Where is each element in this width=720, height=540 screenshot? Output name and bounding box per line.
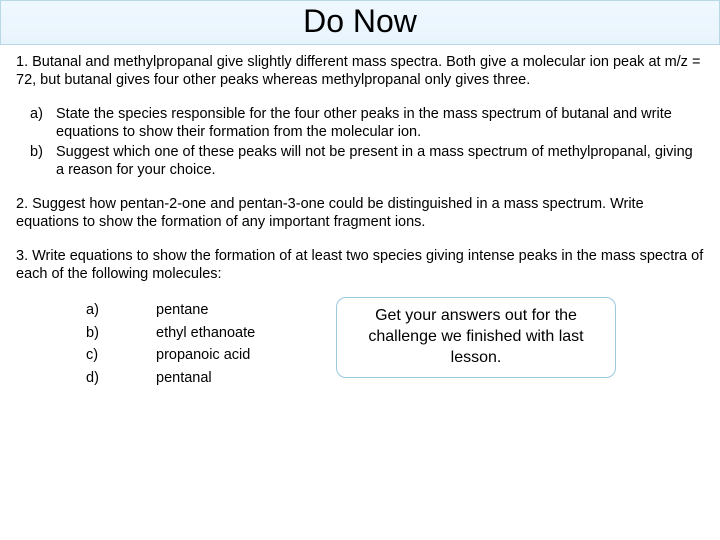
question-2: 2. Suggest how pentan-2-one and pentan-3… [16, 195, 704, 231]
instruction-callout: Get your answers out for the challenge w… [336, 297, 616, 377]
question-1-intro: 1. Butanal and methylpropanal give sligh… [16, 53, 704, 89]
q1-part-a-text: State the species responsible for the fo… [56, 105, 704, 141]
q1-part-b-text: Suggest which one of these peaks will no… [56, 143, 704, 179]
list-marker: b) [30, 143, 56, 179]
q3-item-c: propanoic acid [156, 344, 326, 366]
content-area: 1. Butanal and methylpropanal give sligh… [0, 45, 720, 389]
list-marker: a) [30, 105, 56, 141]
q3-item-d: pentanal [156, 367, 326, 389]
page-title: Do Now [1, 3, 719, 40]
q3-item-a: pentane [156, 299, 326, 321]
q3-items-column: pentane ethyl ethanoate propanoic acid p… [156, 299, 326, 389]
list-marker: d) [86, 367, 156, 389]
question-1-parts: a) State the species responsible for the… [16, 105, 704, 179]
q3-item-b: ethyl ethanoate [156, 322, 326, 344]
question-3-intro: 3. Write equations to show the formation… [16, 247, 704, 283]
q1-part-a: a) State the species responsible for the… [30, 105, 704, 141]
list-marker: a) [86, 299, 156, 321]
list-marker: b) [86, 322, 156, 344]
list-marker: c) [86, 344, 156, 366]
question-3-row: a) b) c) d) pentane ethyl ethanoate prop… [16, 299, 704, 389]
q1-part-b: b) Suggest which one of these peaks will… [30, 143, 704, 179]
title-bar: Do Now [0, 0, 720, 45]
q3-markers-column: a) b) c) d) [86, 299, 156, 389]
